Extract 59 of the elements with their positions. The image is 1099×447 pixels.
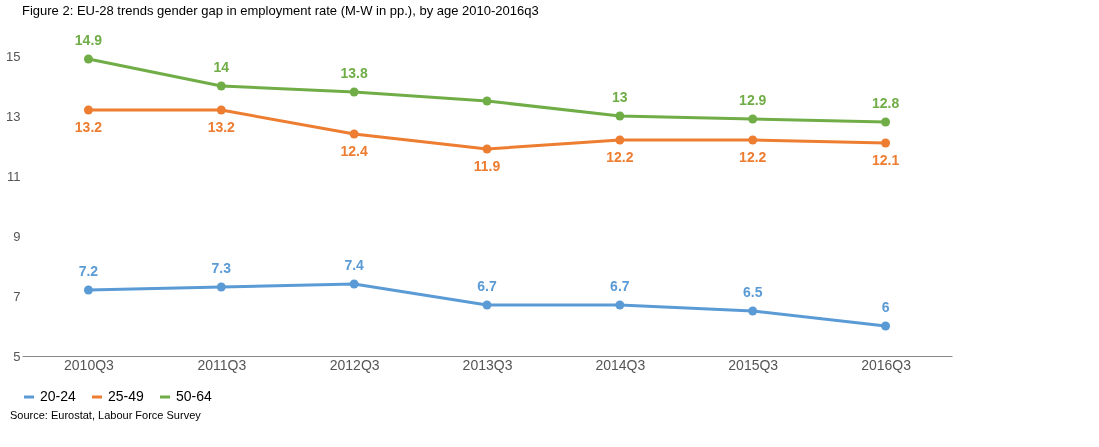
data-label: 12.1 bbox=[871, 152, 900, 168]
point bbox=[216, 81, 226, 91]
data-label: 13 bbox=[612, 89, 628, 105]
point bbox=[482, 96, 492, 106]
point bbox=[615, 300, 625, 310]
point bbox=[83, 105, 93, 115]
point bbox=[615, 135, 625, 145]
point bbox=[881, 138, 891, 148]
x-tick-label: 2011Q3 bbox=[197, 356, 247, 373]
y-tick-label: 7 bbox=[13, 288, 21, 304]
data-label: 13.8 bbox=[340, 65, 368, 81]
point bbox=[83, 54, 93, 64]
point bbox=[349, 279, 359, 289]
point bbox=[615, 111, 625, 121]
x-tick-label: 2016Q3 bbox=[861, 356, 912, 373]
point bbox=[83, 285, 93, 295]
point bbox=[482, 300, 492, 310]
data-label: 6 bbox=[881, 299, 890, 315]
data-label: 14 bbox=[213, 59, 230, 75]
x-tick-label: 2010Q3 bbox=[64, 356, 115, 373]
data-label: 13.2 bbox=[207, 119, 236, 135]
y-tick-label: 5 bbox=[13, 348, 21, 364]
legend-label: 25-49 bbox=[108, 388, 145, 404]
point bbox=[881, 117, 891, 127]
point bbox=[748, 135, 758, 145]
point bbox=[482, 144, 492, 154]
data-label: 7.3 bbox=[211, 260, 232, 276]
data-label: 7.2 bbox=[78, 263, 99, 279]
point bbox=[881, 321, 891, 331]
x-tick-label: 2012Q3 bbox=[329, 356, 380, 373]
data-label: 6.7 bbox=[477, 278, 497, 294]
data-label: 11.9 bbox=[473, 158, 501, 174]
data-label: 6.5 bbox=[742, 284, 763, 300]
y-tick-label: 9 bbox=[13, 228, 21, 244]
data-label: 12.4 bbox=[340, 143, 368, 159]
x-tick-label: 2013Q3 bbox=[462, 356, 513, 373]
point bbox=[349, 87, 359, 97]
data-label: 13.2 bbox=[74, 119, 103, 135]
x-tick-label: 2014Q3 bbox=[595, 356, 646, 373]
data-label: 12.2 bbox=[606, 149, 634, 165]
point bbox=[216, 282, 226, 292]
data-label: 12.2 bbox=[739, 149, 767, 165]
point bbox=[748, 114, 758, 124]
legend-label: 50-64 bbox=[176, 388, 213, 404]
data-label: 14.9 bbox=[74, 32, 103, 48]
source-note: Source: Eurostat, Labour Force Survey bbox=[10, 409, 202, 421]
x-tick-label: 2015Q3 bbox=[728, 356, 779, 373]
data-label: 7.4 bbox=[344, 257, 365, 273]
data-label: 6.7 bbox=[610, 278, 630, 294]
y-tick-label: 15 bbox=[6, 48, 21, 64]
data-label: 12.8 bbox=[871, 95, 900, 111]
data-label: 12.9 bbox=[739, 92, 767, 108]
y-tick-label: 11 bbox=[7, 168, 21, 184]
chart-title: Figure 2: EU-28 trends gender gap in employment rate (M-W in pp.), by age 2010-2016q3 bbox=[22, 3, 539, 18]
point bbox=[349, 129, 359, 139]
legend-label: 20-24 bbox=[40, 388, 77, 404]
point bbox=[216, 105, 226, 115]
point bbox=[748, 306, 758, 316]
y-tick-label: 13 bbox=[6, 108, 21, 124]
